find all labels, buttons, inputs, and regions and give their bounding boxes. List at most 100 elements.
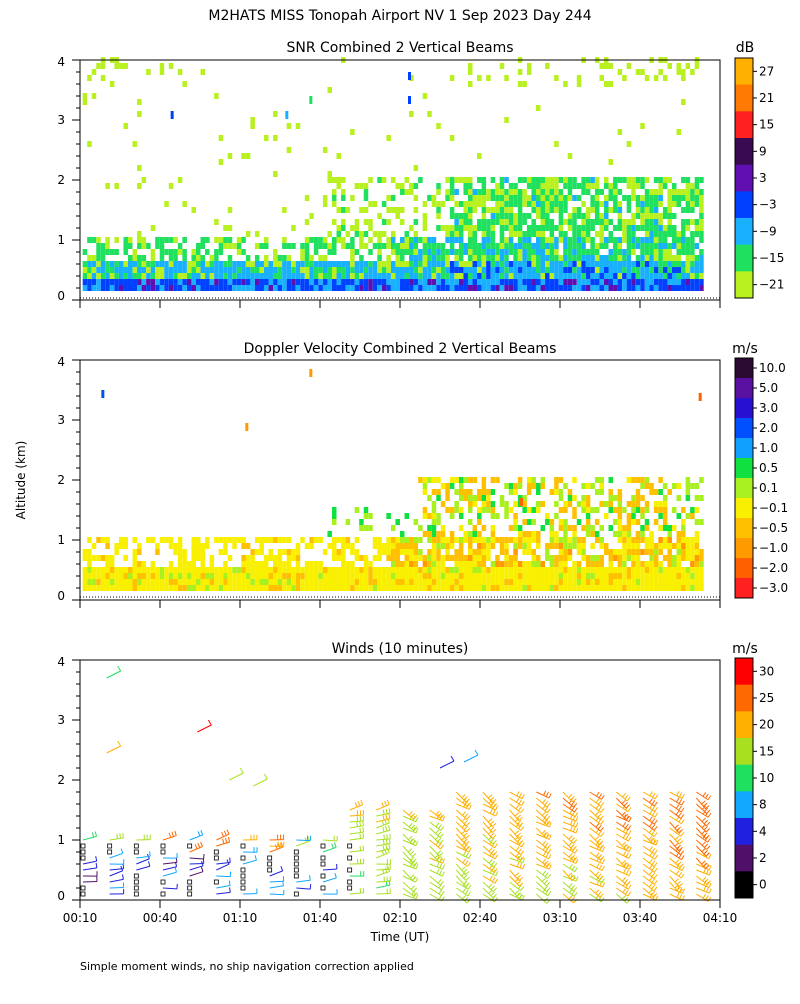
doppler-cell <box>409 567 414 573</box>
doppler-cell <box>173 573 178 579</box>
snr-cell <box>191 207 196 213</box>
doppler-cell <box>550 537 555 543</box>
snr-cell <box>636 261 641 267</box>
snr-cell <box>119 279 124 285</box>
doppler-cell <box>305 567 310 573</box>
wind-barb-flag <box>467 816 470 820</box>
doppler-cell <box>495 579 500 585</box>
doppler-cell <box>463 567 468 573</box>
doppler-cell <box>622 561 627 567</box>
doppler-cell <box>405 561 410 567</box>
wind-barb <box>696 792 708 800</box>
doppler-cell <box>550 579 555 585</box>
snr-cell <box>87 273 92 279</box>
snr-cell <box>618 285 623 291</box>
snr-cell <box>482 273 487 279</box>
doppler-cell <box>187 579 192 585</box>
snr-cell <box>123 243 128 249</box>
doppler-cell <box>599 543 604 549</box>
doppler-cell <box>486 585 491 591</box>
snr-cell <box>160 69 165 75</box>
snr-cell <box>531 189 536 195</box>
doppler-cell <box>477 507 482 513</box>
wind-barb-flag <box>491 861 494 865</box>
snr-cell <box>577 243 582 249</box>
snr-cell <box>545 207 550 213</box>
snr-cell <box>513 249 518 255</box>
snr-cell <box>468 183 473 189</box>
snr-cell <box>423 267 428 273</box>
doppler-cell <box>191 567 196 573</box>
snr-cell <box>536 273 541 279</box>
snr-cell <box>114 267 119 273</box>
wind-barb-flag <box>521 887 524 891</box>
doppler-cell <box>178 561 183 567</box>
snr-cell <box>618 225 623 231</box>
wind-barb <box>323 840 337 841</box>
doppler-cell <box>436 477 441 483</box>
snr-cell <box>699 213 704 219</box>
snr-cell <box>241 279 246 285</box>
wind-barb-flag <box>469 854 471 858</box>
snr-cell <box>214 249 219 255</box>
snr-cell <box>377 177 382 183</box>
snr-cell <box>618 207 623 213</box>
snr-cell <box>296 261 301 267</box>
snr-cell <box>142 243 147 249</box>
snr-cell <box>695 261 700 267</box>
snr-cell <box>314 273 319 279</box>
doppler-cell <box>137 579 142 585</box>
snr-cell <box>545 195 550 201</box>
doppler-cbar-swatch-9 <box>735 538 753 559</box>
snr-cell <box>201 243 206 249</box>
doppler-cell <box>658 525 663 531</box>
snr-cell <box>636 195 641 201</box>
snr-cell <box>695 195 700 201</box>
doppler-cell <box>541 501 546 507</box>
snr-cell <box>146 69 151 75</box>
doppler-cell <box>105 537 110 543</box>
doppler-cell <box>536 543 541 549</box>
doppler-cell <box>640 585 645 591</box>
snr-cell <box>541 243 546 249</box>
snr-cell <box>631 213 636 219</box>
snr-cell <box>332 267 337 273</box>
wind-barb-flag <box>576 859 578 864</box>
snr-cell <box>395 273 400 279</box>
doppler-cell <box>491 477 496 483</box>
doppler-cell <box>259 573 264 579</box>
wind-barb-flag <box>118 666 121 671</box>
doppler-cell <box>101 555 106 561</box>
snr-cell <box>677 195 682 201</box>
doppler-cell <box>559 555 564 561</box>
snr-cbar-swatch-7 <box>735 245 753 272</box>
snr-cell <box>627 255 632 261</box>
snr-cell <box>241 261 246 267</box>
snr-cell <box>445 177 450 183</box>
snr-cell <box>463 249 468 255</box>
doppler-cell <box>627 501 632 507</box>
snr-cell <box>441 255 446 261</box>
doppler-cell <box>500 543 505 549</box>
snr-cell <box>219 237 224 243</box>
doppler-cell <box>296 555 301 561</box>
calm-marker <box>134 892 138 896</box>
snr-cell <box>699 231 704 237</box>
doppler-cell <box>405 537 410 543</box>
doppler-cell <box>241 567 246 573</box>
snr-cell <box>377 279 382 285</box>
doppler-cell <box>495 555 500 561</box>
doppler-cell <box>554 543 559 549</box>
snr-cell <box>128 273 133 279</box>
wind-barb-flag <box>386 826 387 831</box>
snr-cell <box>414 231 419 237</box>
doppler-cell <box>599 489 604 495</box>
snr-cell <box>686 207 691 213</box>
doppler-cell <box>273 573 278 579</box>
snr-cell <box>337 273 342 279</box>
snr-cell <box>690 195 695 201</box>
doppler-cell <box>554 555 559 561</box>
doppler-cell <box>214 573 219 579</box>
doppler-cell <box>473 495 478 501</box>
snr-cell <box>609 207 614 213</box>
